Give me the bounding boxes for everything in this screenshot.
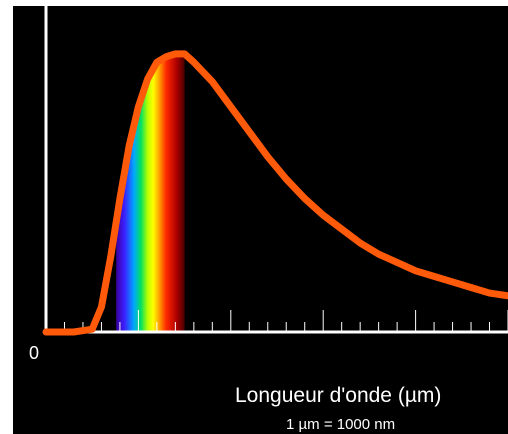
blackbody-curve [42, 50, 508, 336]
origin-label: 0 [29, 343, 39, 363]
plot-area: 0 Longueur d'onde (µm) 1 µm = 1000 nm [13, 6, 508, 434]
x-axis-label: Longueur d'onde (µm) [235, 384, 441, 407]
unit-note: 1 µm = 1000 nm [286, 416, 395, 433]
blackbody-chart: 0 Longueur d'onde (µm) 1 µm = 1000 nm [29, 6, 508, 433]
